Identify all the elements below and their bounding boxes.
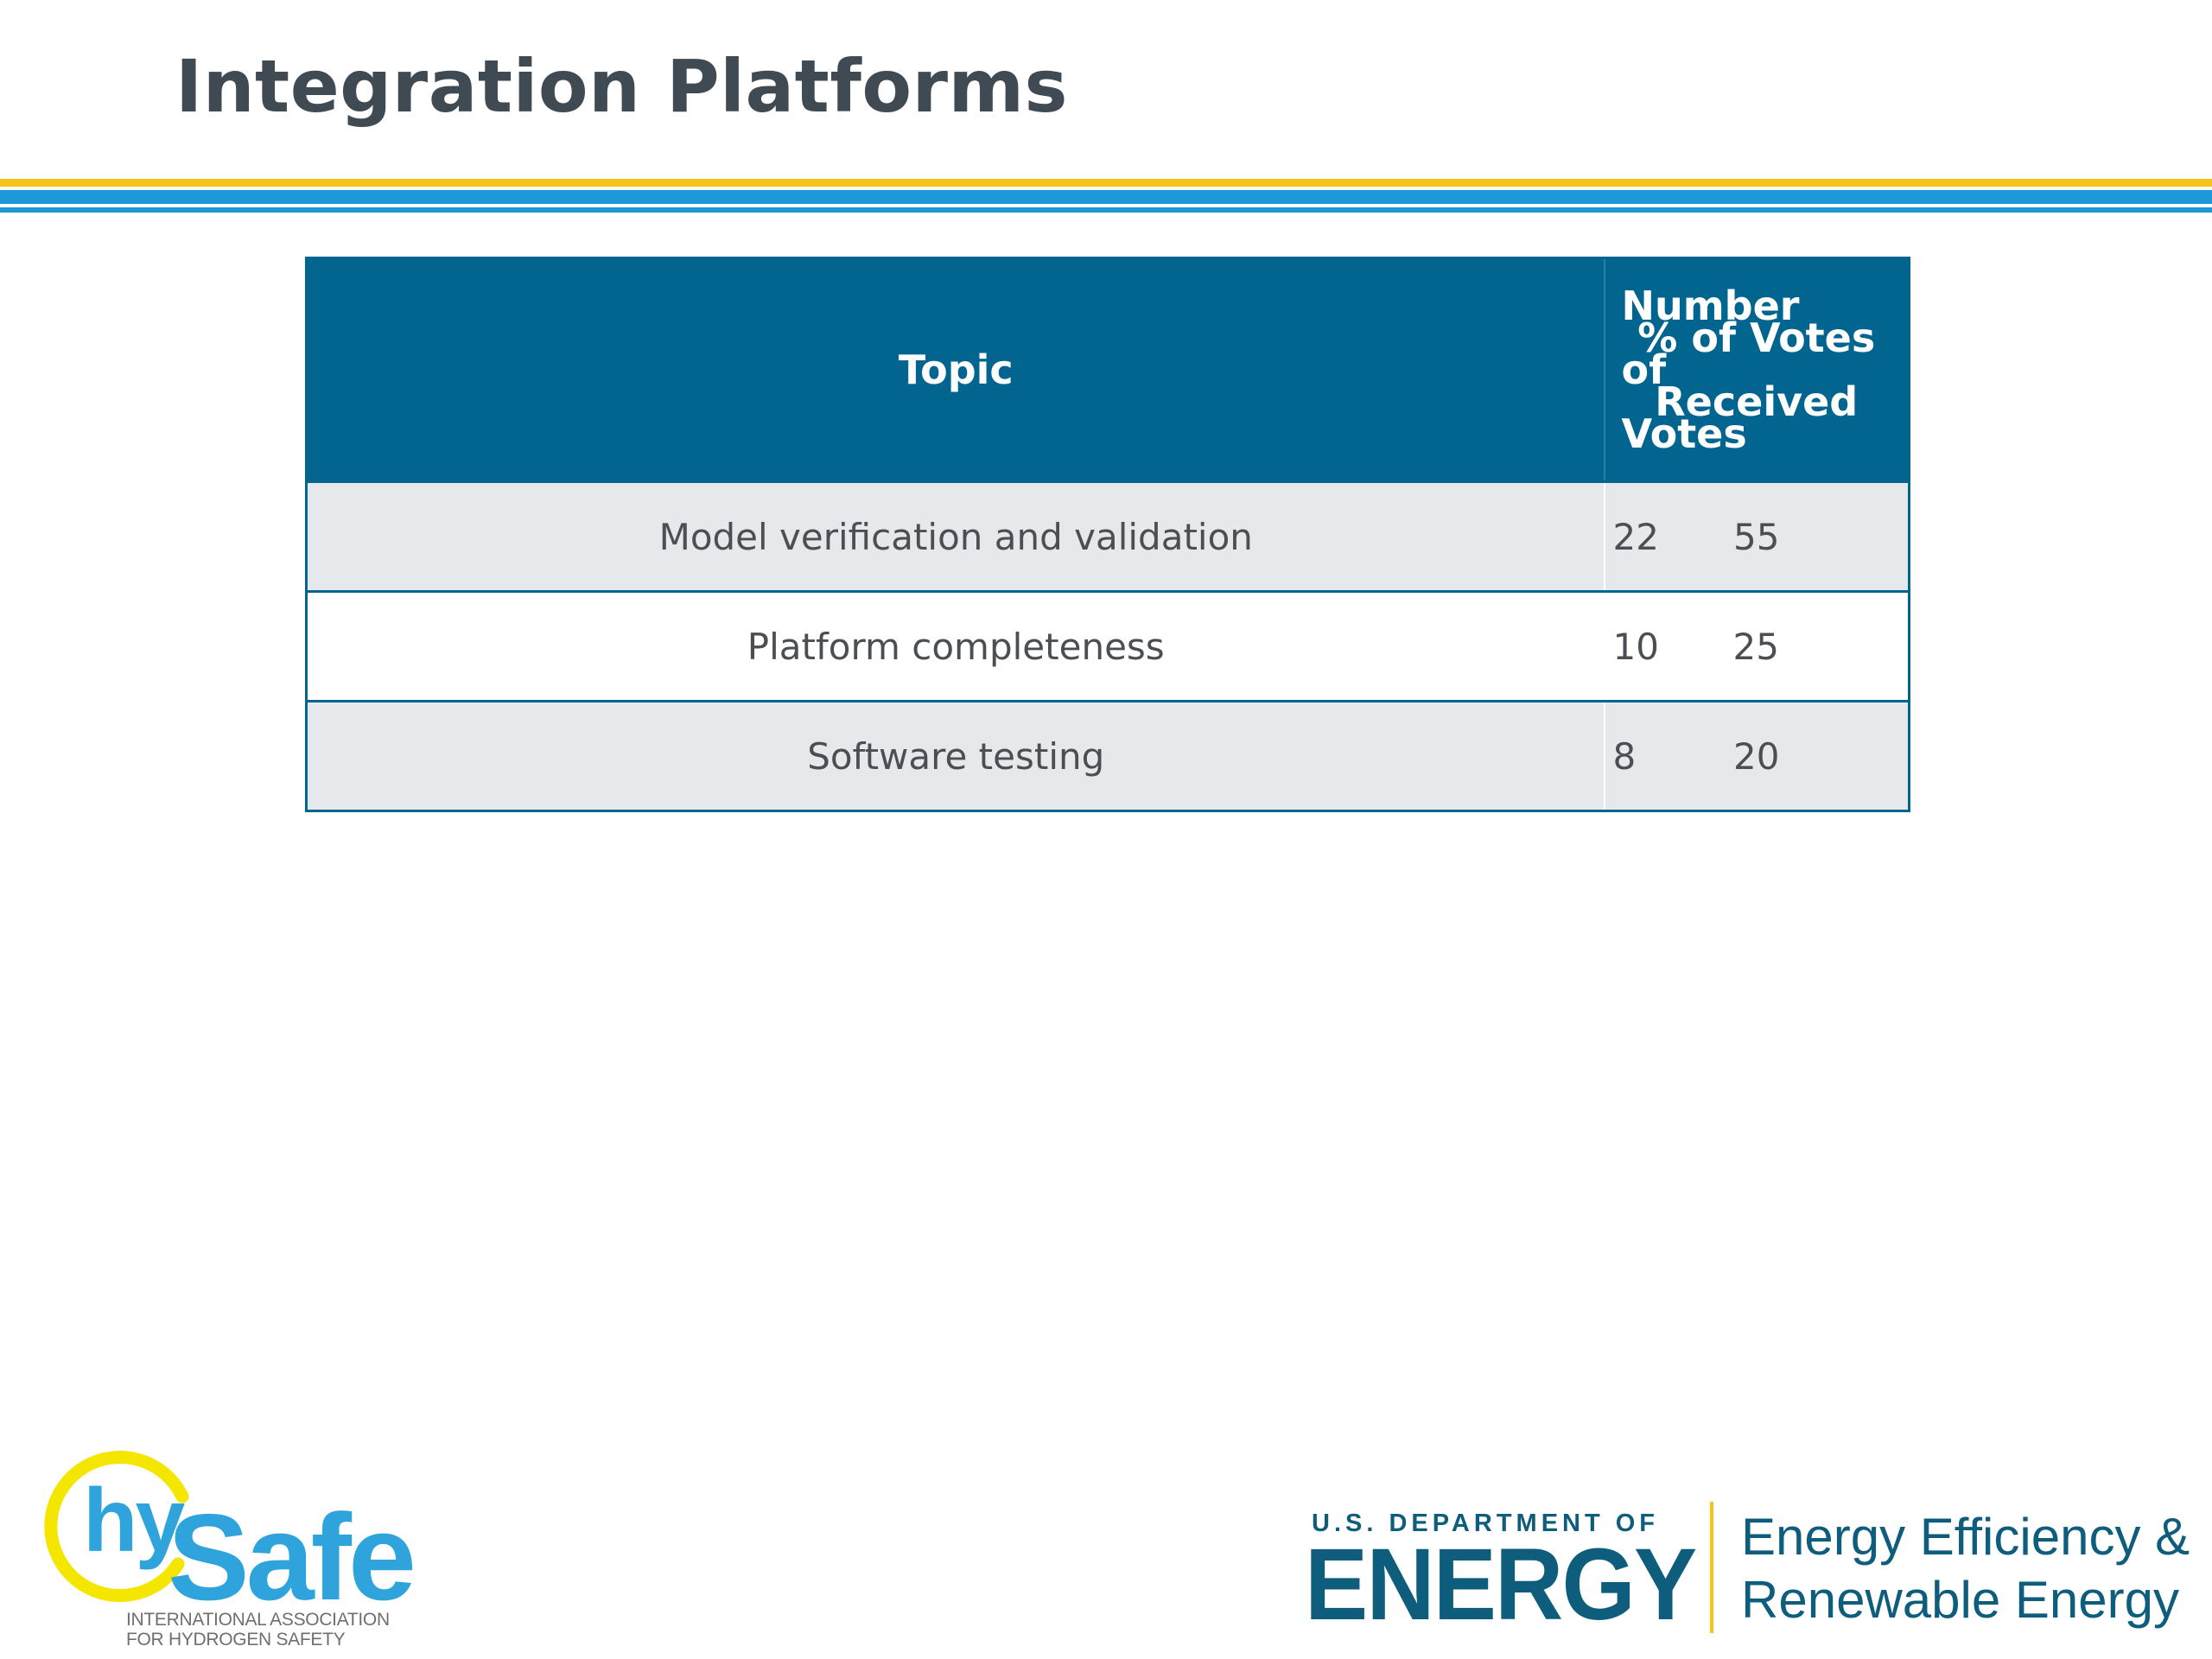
header-rule-blue	[0, 190, 2212, 204]
eere-line2: Renewable Energy	[1741, 1571, 2179, 1629]
header-rule-yellow	[0, 179, 2212, 187]
hysafe-logo-hy: hy	[83, 1471, 185, 1571]
cell-topic: Model verification and validation	[306, 480, 1605, 592]
doe-logo-divider	[1710, 1502, 1713, 1633]
hysafe-tagline: INTERNATIONAL ASSOCIATION FOR HYDROGEN S…	[126, 1610, 390, 1649]
table-header-row: Topic Number of Votes % of Votes Receive…	[306, 257, 1910, 482]
cell-percent: 20	[1603, 700, 1910, 811]
table-row: Software testing 8 20	[306, 700, 1910, 811]
doe-eere-logo: U.S. DEPARTMENT OF ENERGY Energy Efficie…	[1305, 1499, 2203, 1655]
cell-percent: 55	[1603, 480, 1910, 592]
header-topic: Topic	[306, 257, 1605, 482]
eere-line1: Energy Efficiency &	[1741, 1508, 2190, 1566]
cell-topic: Software testing	[306, 700, 1605, 811]
table-row: Model verification and validation 22 55	[306, 480, 1910, 592]
doe-department-text: U.S. DEPARTMENT OF	[1312, 1510, 1660, 1537]
hysafe-tagline-line1: INTERNATIONAL ASSOCIATION	[126, 1610, 390, 1630]
header-rule-blue-thin	[0, 207, 2212, 213]
hysafe-tagline-line2: FOR HYDROGEN SAFETY	[126, 1630, 346, 1649]
cell-topic: Platform completeness	[306, 590, 1605, 702]
cell-percent: 25	[1604, 590, 1910, 702]
slide-title: Integration Platforms	[175, 44, 1069, 129]
hysafe-ring-icon	[44, 1451, 189, 1603]
hysafe-logo: hy Safe INTERNATIONAL ASSOCIATION FOR HY…	[31, 1443, 420, 1650]
header-percent-of-votes: % of Votes Received	[1603, 257, 1910, 482]
votes-table: Topic Number of Votes % of Votes Receive…	[305, 257, 1910, 812]
header-pct-line2: Received	[1655, 378, 1859, 425]
header-pct-line1: % of Votes	[1637, 315, 1876, 361]
doe-energy-wordmark: ENERGY	[1305, 1528, 1697, 1642]
table-row: Platform completeness 10 25	[306, 590, 1910, 702]
hysafe-logo-safe: Safe	[168, 1489, 416, 1626]
